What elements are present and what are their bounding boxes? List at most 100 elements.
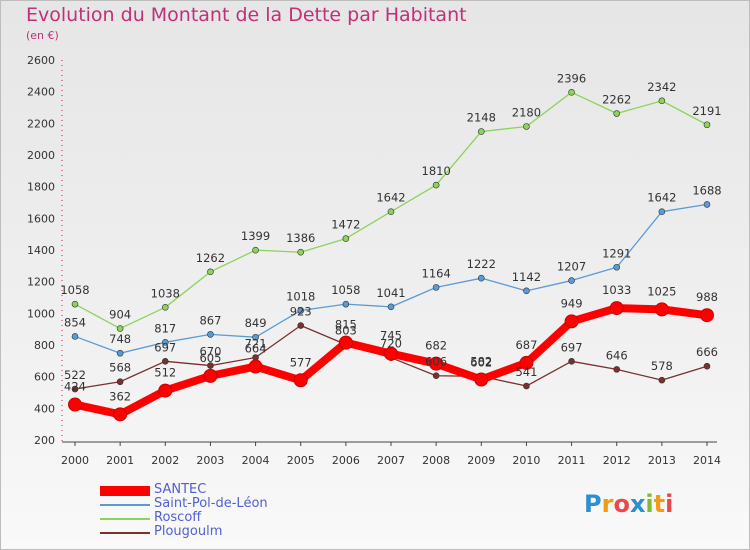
data-point: [207, 331, 214, 338]
data-label: 1018: [286, 289, 315, 303]
data-label: 1222: [467, 257, 496, 271]
data-label: 1386: [286, 231, 315, 245]
data-point: [432, 181, 440, 189]
data-label: 682: [425, 339, 447, 353]
data-point: [432, 372, 440, 380]
data-point: [477, 128, 485, 135]
data-point: [519, 355, 534, 370]
data-point: [387, 303, 395, 311]
data-point: [700, 308, 714, 323]
data-label: 1164: [422, 266, 451, 280]
data-label: 2148: [467, 111, 496, 125]
legend-swatch-plougoulm: [100, 532, 150, 534]
data-point: [568, 89, 575, 96]
data-label: 1472: [331, 218, 360, 232]
x-tick-label: 2014: [693, 454, 721, 467]
data-label: 803: [335, 324, 357, 338]
x-tick-label: 2001: [106, 454, 134, 467]
data-label: 949: [561, 296, 583, 310]
y-tick-label: 1400: [27, 244, 55, 257]
data-point: [432, 284, 440, 291]
y-tick-label: 600: [34, 371, 55, 384]
data-point: [387, 208, 395, 215]
data-point: [609, 301, 624, 316]
data-point: [474, 372, 489, 387]
data-point: [523, 123, 530, 130]
legend-label-santec: SANTEC: [154, 482, 207, 497]
data-point: [654, 302, 669, 317]
data-label: 697: [561, 340, 583, 354]
data-point: [116, 325, 124, 332]
data-label: 748: [109, 332, 131, 346]
data-label: 687: [515, 338, 537, 352]
x-tick-label: 2012: [603, 454, 631, 467]
x-tick-label: 2002: [151, 454, 179, 467]
logo-letter: r: [601, 490, 614, 518]
data-label: 2396: [557, 71, 586, 85]
data-point: [703, 121, 711, 129]
data-label: 1041: [376, 286, 405, 300]
chart-subtitle: (en €): [26, 29, 59, 42]
data-label: 867: [199, 313, 221, 327]
x-tick-label: 2013: [648, 454, 676, 467]
logo-letter: o: [613, 490, 630, 518]
legend-label-saint-pol: Saint-Pol-de-Léon: [154, 496, 268, 511]
logo-letter: t: [653, 490, 666, 518]
data-label: 1038: [151, 286, 180, 300]
data-label: 854: [64, 315, 86, 329]
x-tick-label: 2008: [422, 454, 450, 467]
data-point: [658, 376, 666, 384]
y-tick-label: 1600: [27, 212, 55, 225]
data-label: 582: [470, 355, 492, 369]
data-point: [161, 304, 169, 311]
data-point: [68, 397, 82, 412]
data-label: 577: [290, 355, 312, 369]
legend-label-plougoulm: Plougoulm: [154, 524, 223, 539]
y-tick-label: 200: [34, 434, 55, 447]
data-point: [293, 373, 308, 388]
data-point: [207, 362, 214, 369]
data-point: [523, 382, 530, 390]
data-label: 568: [109, 361, 131, 375]
data-label: 606: [425, 355, 447, 369]
data-label: 1142: [512, 270, 541, 284]
logo-letter: x: [629, 490, 646, 518]
data-point: [71, 333, 79, 340]
data-point: [161, 358, 169, 365]
data-label: 1262: [196, 251, 225, 265]
data-point: [703, 362, 711, 370]
data-point: [71, 300, 79, 308]
data-point: [297, 322, 305, 329]
data-label: 2262: [602, 93, 631, 107]
chart-title: Evolution du Montant de la Dette par Hab…: [26, 4, 467, 26]
data-point: [252, 333, 259, 341]
x-tick-label: 2011: [558, 454, 586, 467]
data-label: 1642: [647, 191, 676, 205]
data-point: [703, 201, 711, 208]
data-point: [613, 263, 621, 271]
data-label: 2180: [512, 106, 541, 120]
y-tick-label: 1000: [27, 307, 55, 320]
data-label: 923: [290, 305, 312, 319]
legend-swatch-saint-pol: [100, 504, 150, 506]
data-label: 817: [154, 321, 176, 335]
data-point: [158, 383, 173, 398]
data-label: 362: [109, 389, 131, 403]
data-label: 1058: [331, 283, 360, 297]
data-point: [568, 277, 575, 284]
data-point: [342, 235, 350, 242]
data-point: [564, 314, 579, 329]
data-point: [342, 300, 350, 308]
y-tick-label: 800: [34, 339, 55, 352]
data-label: 815: [335, 318, 357, 332]
proxiti-logo: Proxiti: [584, 490, 673, 518]
data-label: 541: [515, 365, 537, 379]
data-point: [71, 385, 79, 393]
x-tick-label: 2006: [332, 454, 360, 467]
data-point: [523, 287, 530, 295]
data-label: 1025: [647, 284, 676, 298]
x-tick-label: 2005: [287, 454, 315, 467]
data-point: [116, 378, 124, 386]
